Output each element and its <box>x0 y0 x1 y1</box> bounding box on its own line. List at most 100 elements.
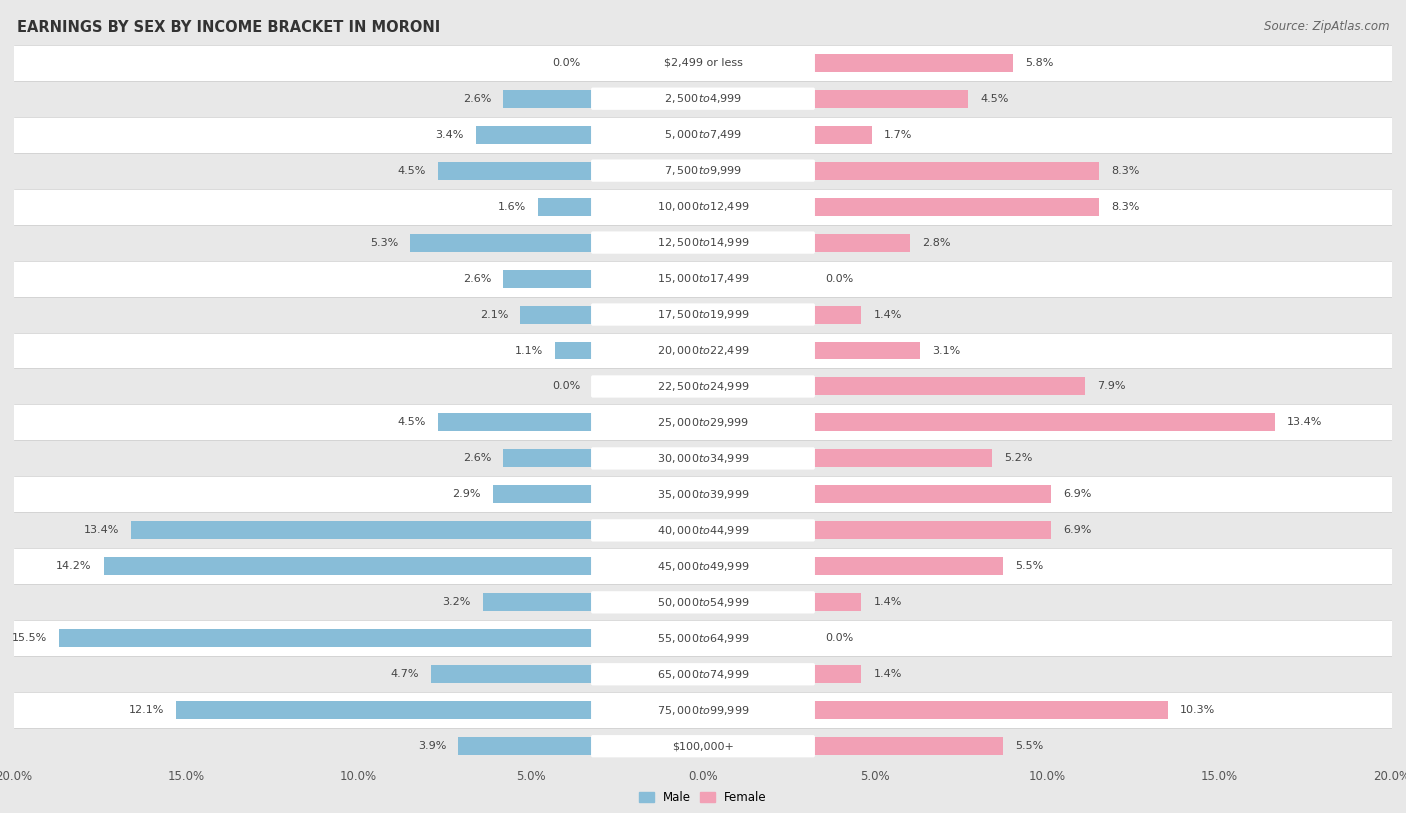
FancyBboxPatch shape <box>591 124 815 146</box>
Bar <box>14 620 1392 656</box>
Bar <box>813 414 1275 432</box>
Bar <box>104 558 593 576</box>
Bar <box>813 162 1099 180</box>
Bar <box>437 414 593 432</box>
FancyBboxPatch shape <box>591 159 815 182</box>
Text: 3.9%: 3.9% <box>418 741 446 751</box>
Text: 0.0%: 0.0% <box>825 633 853 643</box>
Text: 5.5%: 5.5% <box>1015 741 1043 751</box>
Text: Source: ZipAtlas.com: Source: ZipAtlas.com <box>1264 20 1389 33</box>
Text: 1.7%: 1.7% <box>884 129 912 140</box>
Bar <box>14 585 1392 620</box>
Bar <box>503 89 593 107</box>
Text: 2.6%: 2.6% <box>463 454 491 463</box>
FancyBboxPatch shape <box>591 520 815 541</box>
Bar <box>14 441 1392 476</box>
Text: 1.1%: 1.1% <box>515 346 543 355</box>
Bar <box>430 665 593 683</box>
Bar <box>14 333 1392 368</box>
FancyBboxPatch shape <box>591 232 815 254</box>
Bar <box>813 737 1002 755</box>
Bar <box>458 737 593 755</box>
Text: 2.9%: 2.9% <box>453 489 481 499</box>
Text: 8.3%: 8.3% <box>1111 202 1140 211</box>
Bar <box>411 233 593 251</box>
Bar <box>14 656 1392 693</box>
Text: $5,000 to $7,499: $5,000 to $7,499 <box>664 128 742 141</box>
Text: 0.0%: 0.0% <box>825 273 853 284</box>
Text: $30,000 to $34,999: $30,000 to $34,999 <box>657 452 749 465</box>
FancyBboxPatch shape <box>591 303 815 326</box>
Text: 2.1%: 2.1% <box>479 310 509 320</box>
FancyBboxPatch shape <box>591 447 815 470</box>
Bar <box>813 54 1012 72</box>
Bar <box>813 198 1099 215</box>
Bar <box>14 297 1392 333</box>
Bar <box>813 702 1168 720</box>
FancyBboxPatch shape <box>591 735 815 758</box>
Text: 4.7%: 4.7% <box>391 669 419 680</box>
Text: $50,000 to $54,999: $50,000 to $54,999 <box>657 596 749 609</box>
Bar <box>813 450 993 467</box>
Bar <box>813 593 862 611</box>
Bar <box>14 549 1392 585</box>
Text: 8.3%: 8.3% <box>1111 166 1140 176</box>
Text: $100,000+: $100,000+ <box>672 741 734 751</box>
Text: 4.5%: 4.5% <box>398 417 426 428</box>
Text: 2.6%: 2.6% <box>463 93 491 104</box>
Text: $17,500 to $19,999: $17,500 to $19,999 <box>657 308 749 321</box>
Text: EARNINGS BY SEX BY INCOME BRACKET IN MORONI: EARNINGS BY SEX BY INCOME BRACKET IN MOR… <box>17 20 440 35</box>
Bar <box>14 476 1392 512</box>
Bar <box>14 189 1392 224</box>
Text: $10,000 to $12,499: $10,000 to $12,499 <box>657 200 749 213</box>
Bar <box>503 450 593 467</box>
Text: 1.4%: 1.4% <box>873 310 901 320</box>
FancyBboxPatch shape <box>591 663 815 685</box>
Text: 2.8%: 2.8% <box>922 237 950 248</box>
Bar <box>520 306 593 324</box>
Bar <box>494 485 593 503</box>
Bar <box>813 665 862 683</box>
FancyBboxPatch shape <box>591 195 815 218</box>
Text: 6.9%: 6.9% <box>1063 525 1091 536</box>
Text: $55,000 to $64,999: $55,000 to $64,999 <box>657 632 749 645</box>
Legend: Male, Female: Male, Female <box>634 786 772 809</box>
Text: 15.5%: 15.5% <box>11 633 46 643</box>
Text: $20,000 to $22,499: $20,000 to $22,499 <box>657 344 749 357</box>
Text: 10.3%: 10.3% <box>1180 705 1215 715</box>
FancyBboxPatch shape <box>591 555 815 577</box>
Text: $40,000 to $44,999: $40,000 to $44,999 <box>657 524 749 537</box>
Bar <box>482 593 593 611</box>
Bar <box>813 341 920 359</box>
Bar <box>131 521 593 539</box>
Text: 13.4%: 13.4% <box>1286 417 1322 428</box>
Bar <box>14 153 1392 189</box>
Text: 5.3%: 5.3% <box>370 237 398 248</box>
Bar <box>14 693 1392 728</box>
Text: 3.4%: 3.4% <box>436 129 464 140</box>
Text: 12.1%: 12.1% <box>128 705 165 715</box>
Text: 5.5%: 5.5% <box>1015 561 1043 572</box>
FancyBboxPatch shape <box>591 627 815 650</box>
FancyBboxPatch shape <box>591 376 815 398</box>
FancyBboxPatch shape <box>591 267 815 289</box>
Text: 1.6%: 1.6% <box>498 202 526 211</box>
Text: 13.4%: 13.4% <box>84 525 120 536</box>
Bar <box>503 270 593 288</box>
Text: $45,000 to $49,999: $45,000 to $49,999 <box>657 560 749 573</box>
Bar <box>813 126 872 144</box>
Bar <box>59 629 593 647</box>
Bar <box>14 45 1392 80</box>
Bar <box>813 233 910 251</box>
Bar <box>14 405 1392 441</box>
Text: 0.0%: 0.0% <box>553 58 581 67</box>
Text: $75,000 to $99,999: $75,000 to $99,999 <box>657 704 749 717</box>
Text: 4.5%: 4.5% <box>980 93 1008 104</box>
Bar <box>555 341 593 359</box>
Bar <box>14 260 1392 297</box>
FancyBboxPatch shape <box>591 411 815 433</box>
Text: $2,500 to $4,999: $2,500 to $4,999 <box>664 92 742 105</box>
Text: $12,500 to $14,999: $12,500 to $14,999 <box>657 236 749 249</box>
Bar <box>14 224 1392 260</box>
Text: 5.2%: 5.2% <box>1004 454 1033 463</box>
